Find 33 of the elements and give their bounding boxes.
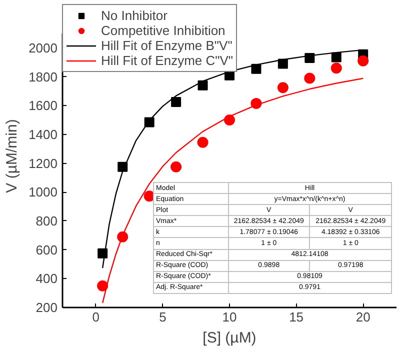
y-tick-label: 1400	[28, 126, 58, 142]
point	[170, 161, 182, 172]
x-tick-label: 15	[289, 310, 304, 324]
point	[277, 82, 288, 94]
legend-label: Hill Fit of Enzyme B"V"	[101, 38, 232, 53]
point	[331, 52, 342, 62]
y-axis-title: V (µM/min)	[4, 119, 21, 193]
point	[97, 280, 108, 292]
legend-label: Competitive Inhibition	[101, 23, 226, 38]
point	[197, 136, 208, 148]
point	[304, 72, 316, 84]
y-tick-label: 1600	[28, 98, 58, 114]
x-tick-label: 5	[159, 310, 166, 324]
y-tick-label: 800	[36, 213, 58, 228]
x-axis-title: [S] (µM)	[202, 330, 256, 346]
y-tick-label: 1800	[28, 69, 58, 84]
legend-label: No Inhibitor	[101, 8, 168, 23]
point	[198, 80, 208, 90]
point	[171, 97, 182, 107]
y-tick-label: 600	[36, 242, 58, 258]
y-tick-label: 1000	[28, 184, 58, 200]
point	[251, 64, 262, 74]
y-tick-label: 2000	[28, 40, 58, 56]
y-tick-label: 200	[36, 300, 58, 315]
point	[278, 58, 288, 69]
point	[330, 62, 342, 74]
x-tick-label: 20	[356, 310, 370, 324]
x-tick-label: 0	[92, 310, 100, 324]
y-tick-label: 1200	[28, 156, 58, 171]
point	[358, 55, 369, 66]
y-tick-label: 400	[36, 271, 58, 286]
x-tick-label: 10	[222, 310, 237, 324]
legend-label: Hill Fit of Enzyme C"V"	[101, 53, 234, 68]
